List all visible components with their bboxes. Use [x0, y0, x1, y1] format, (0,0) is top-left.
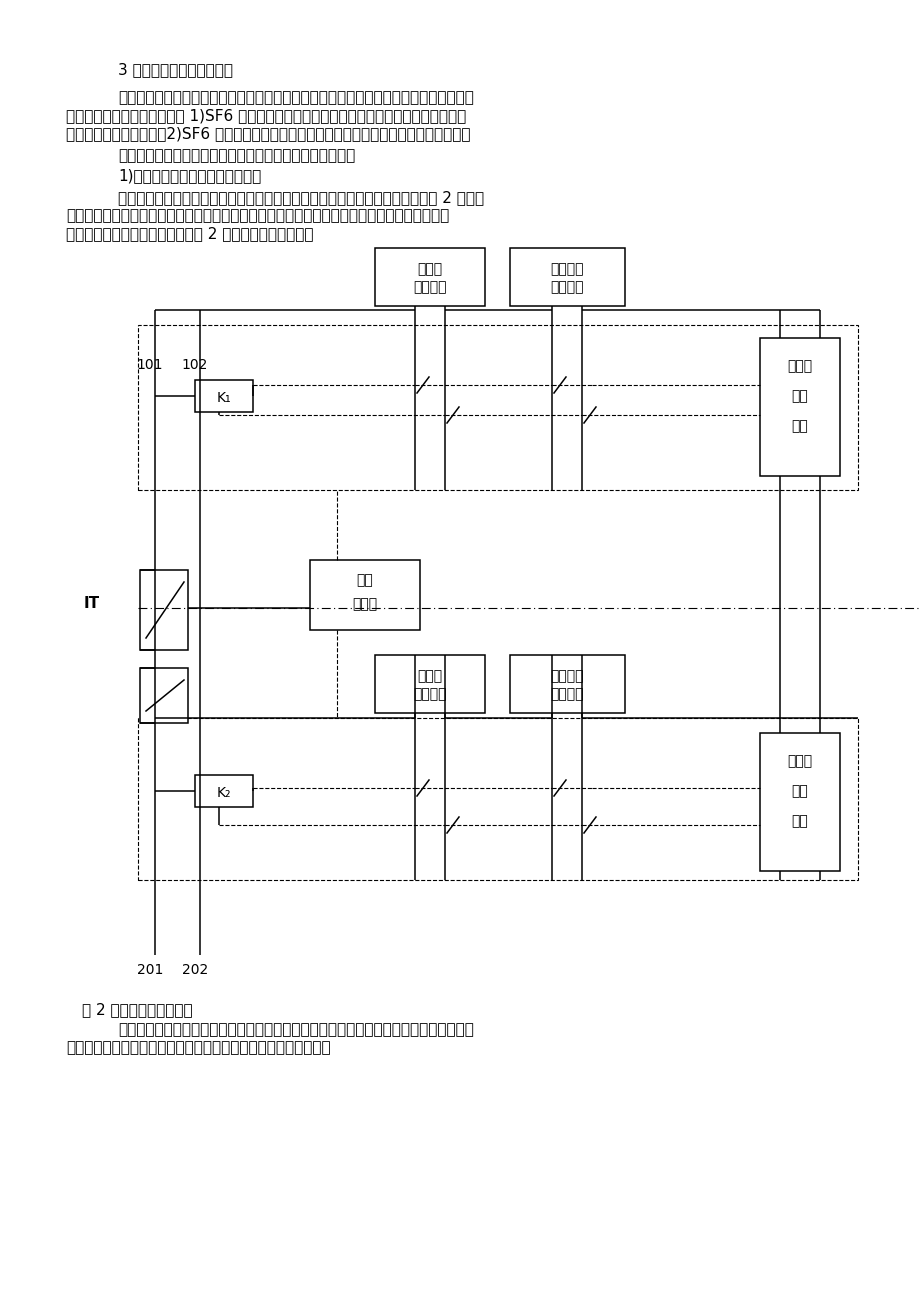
Text: 继电器: 继电器	[352, 597, 377, 611]
Bar	[375, 654, 484, 713]
Bar	[759, 338, 839, 476]
Text: 密度: 密度	[357, 572, 373, 587]
Text: 继电器，两个中间继电器的输出触点再去闭锁分合闸回路。这种方案，未能考虑密度继电器的输: 继电器，两个中间继电器的输出触点再去闭锁分合闸回路。这种方案，未能考虑密度继电器…	[66, 208, 448, 222]
Bar	[310, 559, 420, 630]
Text: 在断路器的分合闸回路中，均分别串联两个中间继电器的触点。这样，任意一个闭锁继电: 在断路器的分合闸回路中，均分别串联两个中间继电器的触点。这样，任意一个闭锁继电	[118, 1023, 473, 1037]
Text: 操作: 操作	[790, 785, 808, 798]
Text: 闭锁分: 闭锁分	[417, 669, 442, 683]
Text: 101: 101	[137, 358, 163, 372]
Bar	[509, 248, 624, 306]
Text: 为了更好地满足运行实际，使断路器的低气压闭锁回路能更真实地反映一次设备的情况，: 为了更好地满足运行实际，使断路器的低气压闭锁回路能更真实地反映一次设备的情况，	[118, 90, 473, 105]
Text: 开关拒动扩大故障范围；2)SF6 压力降低至闭锁值时，可靠闭锁断路器分合闸回路并及时告警。: 开关拒动扩大故障范围；2)SF6 压力降低至闭锁值时，可靠闭锁断路器分合闸回路并…	[66, 126, 470, 141]
Text: 发压力低: 发压力低	[550, 262, 584, 276]
Text: 操作: 操作	[790, 389, 808, 403]
Text: 图 2 两个继电器相互闭锁: 图 2 两个继电器相互闭锁	[82, 1002, 192, 1017]
Text: 闭锁信号: 闭锁信号	[550, 280, 584, 294]
Bar	[195, 775, 253, 807]
Text: 针对这两点要求，提出改进方案，改进方案包括以下部分：: 针对这两点要求，提出改进方案，改进方案包括以下部分：	[118, 148, 355, 163]
Text: 合闸回路: 合闸回路	[413, 280, 447, 294]
Text: 回路: 回路	[790, 419, 808, 433]
Text: 第一组: 第一组	[787, 359, 811, 373]
Bar	[509, 654, 624, 713]
Bar	[138, 325, 857, 490]
Text: IT: IT	[84, 596, 100, 610]
Text: 出触点可靠性问题，因此采用如图 2 所示的相互闭锁方案。: 出触点可靠性问题，因此采用如图 2 所示的相互闭锁方案。	[66, 226, 313, 241]
Text: K₂: K₂	[217, 786, 231, 800]
Bar	[375, 248, 484, 306]
Text: 器动作，均能有效闭锁分合闸回路，防止出现因某一个密度继电器: 器动作，均能有效闭锁分合闸回路，防止出现因某一个密度继电器	[66, 1039, 330, 1055]
Bar	[759, 732, 839, 870]
Text: 闭锁信号: 闭锁信号	[550, 687, 584, 701]
Text: 根据前面的分析可知，断路器闭锁回路方案中，均是由密度继电器触点分别起动 2 个中间: 根据前面的分析可知，断路器闭锁回路方案中，均是由密度继电器触点分别起动 2 个中…	[118, 190, 483, 206]
Text: 3 断路器闭锁回路改进方案: 3 断路器闭锁回路改进方案	[118, 62, 233, 77]
Bar	[140, 667, 187, 723]
Text: 达到系统安全稳定运行的要求 1)SF6 压力正常运行时，断路器分合闸回路可靠不误闭锁，防止: 达到系统安全稳定运行的要求 1)SF6 压力正常运行时，断路器分合闸回路可靠不误…	[66, 108, 466, 124]
Text: 第二组: 第二组	[787, 755, 811, 768]
Bar	[138, 718, 857, 879]
Text: 202: 202	[182, 963, 208, 977]
Text: 闭锁分: 闭锁分	[417, 262, 442, 276]
Text: 回路: 回路	[790, 814, 808, 827]
Bar	[195, 380, 253, 412]
Text: K₁: K₁	[217, 392, 231, 405]
Text: 201: 201	[137, 963, 163, 977]
Bar	[140, 570, 187, 650]
Text: 102: 102	[182, 358, 208, 372]
Text: 1)各中间闭锁继电器触点相互闭锁: 1)各中间闭锁继电器触点相互闭锁	[118, 168, 261, 183]
Text: 发压力低: 发压力低	[550, 669, 584, 683]
Text: 合闸回路: 合闸回路	[413, 687, 447, 701]
